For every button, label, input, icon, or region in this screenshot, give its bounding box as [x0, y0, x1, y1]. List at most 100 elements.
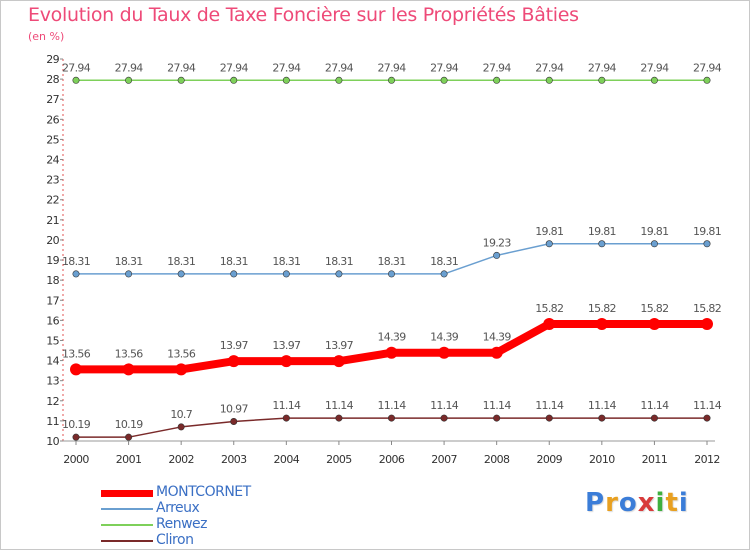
data-label-renwez: 27.94 [62, 61, 91, 74]
data-label-cliron: 10.19 [115, 418, 144, 431]
data-point-renwez [72, 76, 80, 84]
x-tick-label: 2003 [221, 453, 247, 466]
data-label-renwez: 27.94 [220, 61, 249, 74]
logo-letter: i [655, 488, 666, 518]
data-label-cliron: 10.7 [170, 408, 192, 421]
data-point-montcornet [122, 363, 135, 376]
data-label-arreux: 18.31 [115, 255, 143, 268]
legend-swatch [101, 540, 153, 542]
y-tick-label: 21 [46, 214, 59, 227]
legend-swatch [101, 489, 153, 497]
y-tick-label: 18 [46, 274, 59, 287]
y-tick-label: 11 [46, 415, 59, 428]
data-point-arreux [125, 270, 133, 278]
data-point-cliron [230, 417, 238, 425]
data-label-arreux: 19.81 [588, 225, 616, 238]
legend-swatch [101, 508, 153, 510]
data-point-montcornet [438, 346, 451, 359]
logo-letter: r [605, 488, 619, 518]
data-label-arreux: 19.23 [483, 236, 512, 249]
data-label-montcornet: 13.56 [167, 347, 196, 360]
data-point-renwez [125, 76, 133, 84]
data-label-renwez: 27.94 [640, 61, 669, 74]
data-label-arreux: 19.81 [535, 225, 563, 238]
y-tick-label: 16 [46, 314, 59, 327]
unit-label: (en %) [28, 30, 65, 43]
data-label-arreux: 18.31 [62, 255, 90, 268]
data-label-renwez: 27.94 [115, 61, 144, 74]
data-label-renwez: 27.94 [378, 61, 407, 74]
data-point-renwez [650, 76, 658, 84]
data-point-arreux [650, 240, 658, 248]
data-label-montcornet: 14.39 [430, 331, 459, 344]
data-label-arreux: 18.31 [220, 255, 248, 268]
data-point-renwez [440, 76, 448, 84]
y-tick-label: 22 [46, 194, 59, 207]
data-label-cliron: 11.14 [272, 399, 301, 412]
data-point-renwez [545, 76, 553, 84]
data-label-montcornet: 13.56 [115, 347, 144, 360]
data-point-montcornet [490, 346, 503, 359]
data-point-arreux [335, 270, 343, 278]
data-label-renwez: 27.94 [430, 61, 459, 74]
data-label-renwez: 27.94 [325, 61, 354, 74]
series-layer [70, 76, 713, 441]
data-point-renwez [230, 76, 238, 84]
data-point-montcornet [385, 346, 398, 359]
data-label-montcornet: 13.97 [220, 339, 249, 352]
data-label-cliron: 10.97 [220, 402, 249, 415]
y-tick-label: 13 [46, 375, 59, 388]
legend-swatch [101, 524, 153, 526]
x-tick-label: 2009 [536, 453, 562, 466]
data-label-montcornet: 15.82 [640, 302, 668, 315]
x-tick-label: 2001 [116, 453, 142, 466]
data-point-arreux [230, 270, 238, 278]
data-point-montcornet [175, 363, 188, 376]
y-tick-label: 28 [46, 73, 59, 86]
proxiti-logo: Proxiti [585, 488, 689, 518]
data-label-arreux: 18.31 [378, 255, 406, 268]
data-point-montcornet [227, 355, 240, 368]
data-label-renwez: 27.94 [535, 61, 564, 74]
data-point-cliron [650, 414, 658, 422]
y-tick-label: 29 [46, 53, 59, 66]
data-labels: 27.94 27.94 27.94 27.94 27.94 27.94 27.94 27.94… [62, 61, 722, 431]
data-label-montcornet: 15.82 [693, 302, 721, 315]
data-label-renwez: 27.94 [167, 61, 196, 74]
y-tick-label: 23 [46, 174, 59, 187]
data-point-arreux [282, 270, 290, 278]
x-tick-label: 2002 [168, 453, 194, 466]
x-tick-label: 2004 [274, 453, 300, 466]
data-point-renwez [335, 76, 343, 84]
x-tick-label: 2005 [326, 453, 352, 466]
data-label-renwez: 27.94 [272, 61, 301, 74]
data-point-cliron [703, 414, 711, 422]
y-tick-label: 25 [46, 133, 59, 146]
data-point-renwez [177, 76, 185, 84]
data-point-cliron [387, 414, 395, 422]
logo-letter: i [678, 488, 689, 518]
data-point-renwez [493, 76, 501, 84]
y-tick-label: 15 [46, 334, 59, 347]
data-point-cliron [177, 423, 185, 431]
data-label-arreux: 18.31 [272, 255, 300, 268]
data-label-arreux: 19.81 [640, 225, 668, 238]
y-tick-label: 20 [46, 234, 59, 247]
logo-letter: t [665, 488, 679, 518]
data-point-arreux [493, 251, 501, 259]
data-point-arreux [545, 240, 553, 248]
data-label-cliron: 11.14 [325, 399, 354, 412]
data-point-renwez [703, 76, 711, 84]
data-label-renwez: 27.94 [693, 61, 722, 74]
data-label-montcornet: 14.39 [483, 331, 512, 344]
data-point-cliron [440, 414, 448, 422]
data-point-montcornet [648, 317, 661, 330]
data-point-arreux [177, 270, 185, 278]
data-label-cliron: 11.14 [430, 399, 459, 412]
y-tick-label: 12 [46, 395, 59, 408]
legend-label: Cliron [156, 532, 194, 548]
y-tick-label: 19 [46, 254, 59, 267]
axes: 10 11 12 13 14 15 16 17 18 19 20 21 22 23 24 25 26 27 28 29… [46, 53, 720, 466]
